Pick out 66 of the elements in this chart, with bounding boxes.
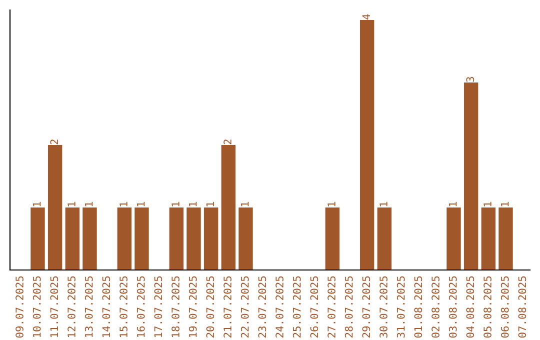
bar xyxy=(204,208,218,270)
x-tick-label: 05.08.2025 xyxy=(484,276,492,338)
bar xyxy=(377,208,392,270)
bar xyxy=(446,208,461,270)
x-tick-label: 03.08.2025 xyxy=(448,276,457,338)
x-tick-label: 14.07.2025 xyxy=(102,276,110,338)
data-label: 1 xyxy=(484,202,492,206)
bar xyxy=(65,208,80,270)
bar xyxy=(186,208,201,270)
bar xyxy=(30,208,45,270)
bar xyxy=(464,82,478,270)
x-tick-label: 27.07.2025 xyxy=(328,276,336,338)
x-tick-label: 04.08.2025 xyxy=(466,276,474,338)
x-tick-label: 18.07.2025 xyxy=(172,276,180,338)
data-label: 1 xyxy=(241,202,249,206)
bar xyxy=(169,208,184,270)
bar xyxy=(134,208,149,270)
bar xyxy=(117,208,132,270)
x-tick-label: 19.07.2025 xyxy=(188,276,197,338)
x-tick-label: 07.08.2025 xyxy=(518,276,526,338)
bar xyxy=(325,208,340,270)
bar xyxy=(82,208,97,270)
bar xyxy=(481,208,496,270)
x-tick-label: 23.07.2025 xyxy=(258,276,266,338)
x-tick-label: 25.07.2025 xyxy=(292,276,301,338)
x-tick-label: 15.07.2025 xyxy=(120,276,128,338)
data-label: 1 xyxy=(328,202,336,206)
x-tick-label: 01.08.2025 xyxy=(414,276,422,338)
bar xyxy=(498,208,513,270)
x-tick-label: 02.08.2025 xyxy=(432,276,440,338)
bar xyxy=(360,20,374,270)
data-label: 1 xyxy=(172,202,180,206)
data-label: 1 xyxy=(501,202,509,206)
bar xyxy=(48,145,62,270)
x-tick-label: 20.07.2025 xyxy=(206,276,214,338)
bar xyxy=(221,145,236,270)
data-label: 1 xyxy=(380,202,388,206)
x-tick-label: 09.07.2025 xyxy=(16,276,24,338)
x-tick-label: 21.07.2025 xyxy=(224,276,232,338)
x-tick-label: 31.07.2025 xyxy=(396,276,405,338)
x-tick-label: 11.07.2025 xyxy=(50,276,58,338)
x-tick-label: 22.07.2025 xyxy=(240,276,249,338)
data-label: 1 xyxy=(189,202,197,206)
data-label: 1 xyxy=(449,202,457,206)
data-label: 1 xyxy=(120,202,128,206)
x-tick-label: 28.07.2025 xyxy=(344,276,353,338)
bar xyxy=(238,208,253,270)
x-tick-label: 17.07.2025 xyxy=(154,276,162,338)
data-label: 4 xyxy=(362,14,370,20)
x-tick-label: 10.07.2025 xyxy=(32,276,41,338)
data-label: 1 xyxy=(33,202,41,206)
x-tick-label: 16.07.2025 xyxy=(136,276,145,338)
x-tick-label: 26.07.2025 xyxy=(310,276,318,338)
x-tick-label: 06.08.2025 xyxy=(500,276,509,338)
data-label: 3 xyxy=(466,77,474,82)
x-tick-label: 30.07.2025 xyxy=(380,276,388,338)
data-label: 1 xyxy=(85,202,93,206)
data-label: 2 xyxy=(224,140,232,144)
data-label: 1 xyxy=(137,202,145,206)
data-label: 2 xyxy=(50,140,58,144)
x-tick-label: 29.07.2025 xyxy=(362,276,370,338)
x-tick-label: 12.07.2025 xyxy=(68,276,76,338)
data-label: 1 xyxy=(68,202,76,206)
x-tick-label: 13.07.2025 xyxy=(84,276,93,338)
x-tick-label: 24.07.2025 xyxy=(276,276,284,338)
data-label: 1 xyxy=(206,202,214,206)
